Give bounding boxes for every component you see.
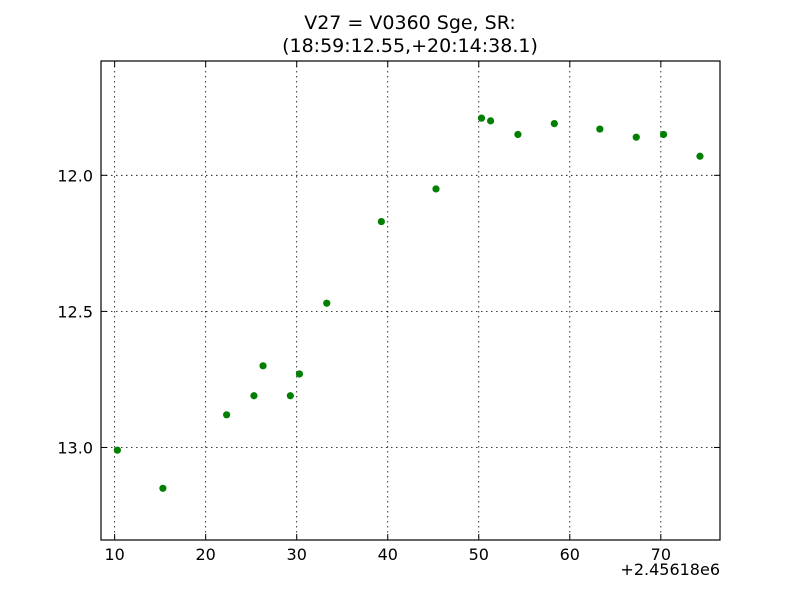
- data-points: [113, 114, 704, 492]
- data-point: [159, 484, 167, 492]
- x-tick-label: 50: [469, 545, 489, 564]
- data-point: [514, 130, 522, 139]
- x-tick-label: 20: [196, 545, 216, 564]
- axis-ticks: [101, 61, 720, 540]
- plot-area: [100, 60, 721, 541]
- y-gridlines: [101, 174, 720, 448]
- data-point: [323, 299, 331, 307]
- data-point: [295, 370, 304, 378]
- data-point: [550, 119, 558, 128]
- x-tick-label: 10: [104, 545, 124, 564]
- data-point: [250, 392, 258, 400]
- data-point: [632, 133, 640, 141]
- y-tick-labels: 12.0 12.5 13.0: [57, 166, 93, 457]
- data-point: [596, 125, 604, 133]
- data-point: [286, 392, 294, 400]
- data-point: [659, 130, 668, 139]
- y-tick-label: 12.0: [57, 166, 93, 185]
- data-point: [432, 185, 440, 193]
- data-point: [259, 362, 267, 370]
- x-tick-label: 70: [651, 545, 671, 564]
- data-point: [377, 217, 385, 226]
- data-point: [113, 446, 121, 454]
- x-offset-label: +2.45618e6: [620, 560, 720, 579]
- y-tick-label: 12.5: [57, 302, 93, 321]
- x-tick-label: 30: [287, 545, 307, 564]
- chart-title: V27 = V0360 Sge, SR:: [304, 12, 516, 34]
- y-tick-label: 13.0: [57, 438, 93, 457]
- x-tick-label: 60: [560, 545, 580, 564]
- x-tick-labels: 10 20 30 40 50 60 70: [104, 545, 671, 564]
- x-tick-label: 40: [378, 545, 398, 564]
- data-point: [487, 117, 495, 125]
- data-point: [477, 114, 486, 122]
- data-point: [223, 411, 231, 419]
- chart-subtitle: (18:59:12.55,+20:14:38.1): [282, 35, 538, 57]
- data-point: [696, 152, 704, 160]
